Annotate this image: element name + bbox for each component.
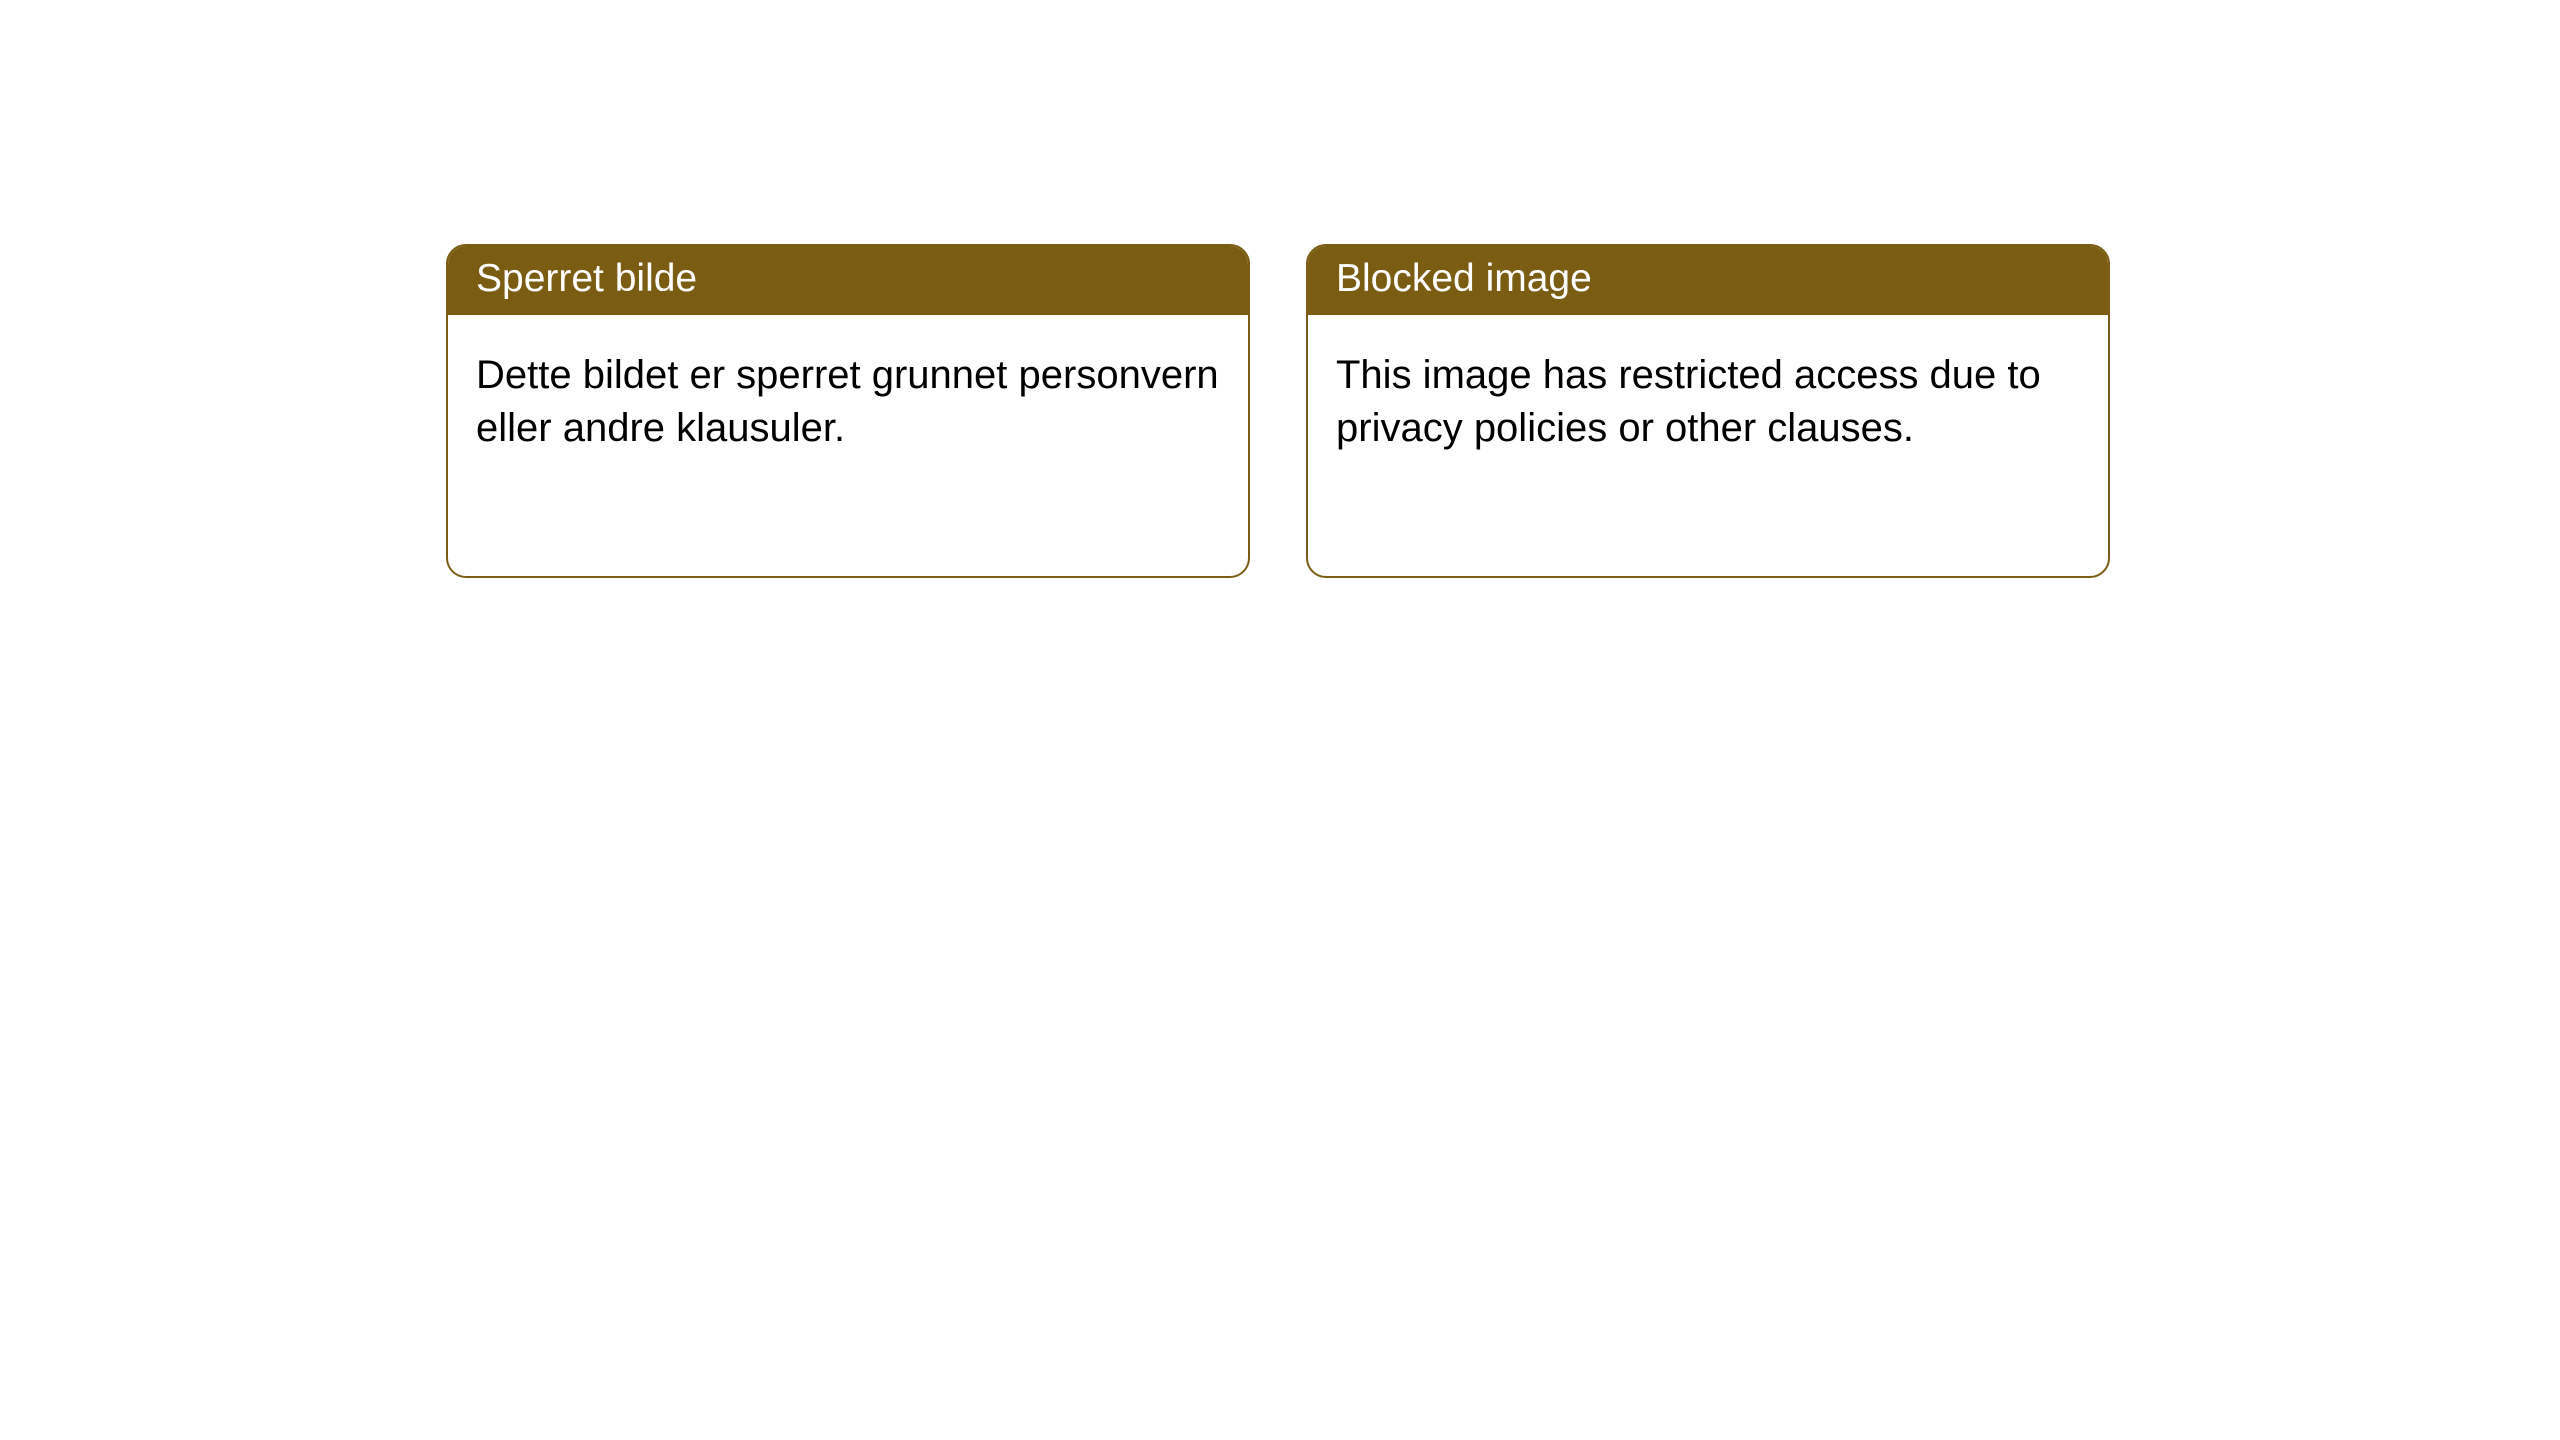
notice-card-norwegian: Sperret bilde Dette bildet er sperret gr…: [446, 244, 1250, 578]
card-body-text: This image has restricted access due to …: [1336, 353, 2041, 450]
card-body-text: Dette bildet er sperret grunnet personve…: [476, 353, 1219, 450]
card-title: Sperret bilde: [476, 257, 697, 300]
notice-card-english: Blocked image This image has restricted …: [1306, 244, 2110, 578]
card-header: Blocked image: [1308, 246, 2108, 315]
card-header: Sperret bilde: [448, 246, 1248, 315]
card-title: Blocked image: [1336, 257, 1592, 300]
card-body: Dette bildet er sperret grunnet personve…: [448, 315, 1248, 483]
card-body: This image has restricted access due to …: [1308, 315, 2108, 483]
notice-container: Sperret bilde Dette bildet er sperret gr…: [0, 0, 2560, 578]
